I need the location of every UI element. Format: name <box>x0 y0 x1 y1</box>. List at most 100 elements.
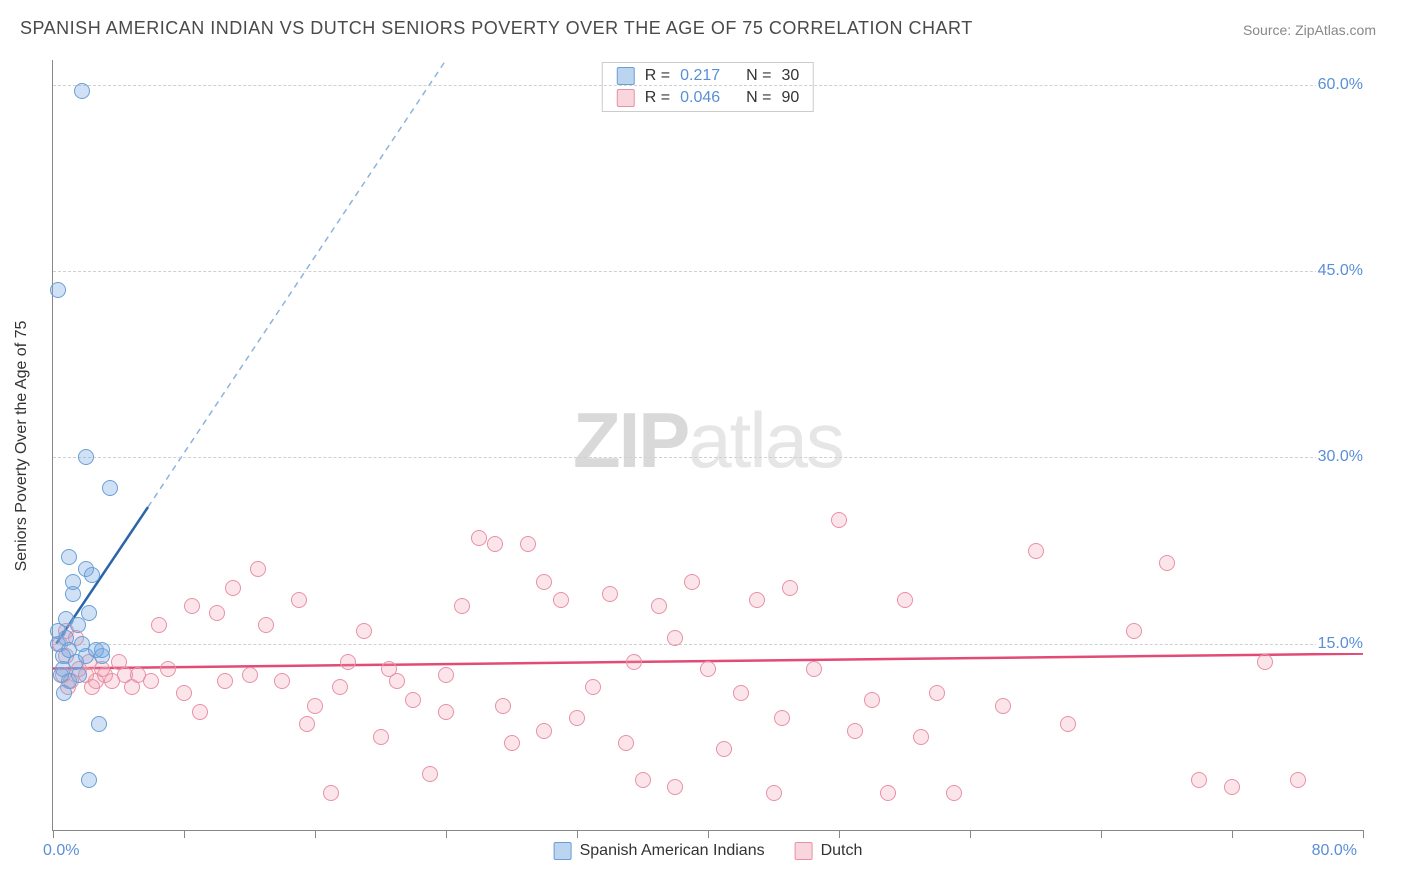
data-point <box>454 598 470 614</box>
data-point <box>242 667 258 683</box>
y-tick-label: 60.0% <box>1316 76 1365 94</box>
data-point <box>847 723 863 739</box>
data-point <box>880 785 896 801</box>
data-point <box>373 729 389 745</box>
data-point <box>53 667 69 683</box>
data-point <box>897 592 913 608</box>
data-point <box>1060 716 1076 732</box>
data-point <box>78 449 94 465</box>
y-tick-label: 30.0% <box>1316 448 1365 466</box>
data-point <box>225 580 241 596</box>
data-point <box>332 679 348 695</box>
data-point <box>602 586 618 602</box>
data-point <box>307 698 323 714</box>
data-point <box>864 692 880 708</box>
data-point <box>684 574 700 590</box>
data-point <box>774 710 790 726</box>
gridline <box>53 271 1363 272</box>
data-point <box>929 685 945 701</box>
data-point <box>536 723 552 739</box>
data-point <box>946 785 962 801</box>
data-point <box>716 741 732 757</box>
x-tick <box>839 830 840 838</box>
data-point <box>258 617 274 633</box>
data-point <box>176 685 192 701</box>
y-tick-label: 45.0% <box>1316 262 1365 280</box>
data-point <box>1028 543 1044 559</box>
data-point <box>356 623 372 639</box>
legend-row-blue: R = 0.217 N = 30 <box>603 65 813 87</box>
legend-row-pink: R = 0.046 N = 90 <box>603 87 813 109</box>
legend-item-blue: Spanish American Indians <box>554 842 765 860</box>
data-point <box>618 735 634 751</box>
r-value-pink: 0.046 <box>680 89 736 107</box>
data-point <box>520 536 536 552</box>
gridline <box>53 644 1363 645</box>
gridline <box>53 457 1363 458</box>
data-point <box>1290 772 1306 788</box>
data-point <box>74 83 90 99</box>
swatch-blue-icon <box>554 842 572 860</box>
r-value-blue: 0.217 <box>680 67 736 85</box>
data-point <box>438 704 454 720</box>
x-tick <box>315 830 316 838</box>
data-point <box>700 661 716 677</box>
data-point <box>184 598 200 614</box>
data-point <box>71 667 87 683</box>
data-point <box>94 642 110 658</box>
gridline <box>53 85 1363 86</box>
data-point <box>91 716 107 732</box>
data-point <box>250 561 266 577</box>
data-point <box>102 480 118 496</box>
x-tick <box>1363 830 1364 838</box>
data-point <box>438 667 454 683</box>
chart-title: SPANISH AMERICAN INDIAN VS DUTCH SENIORS… <box>20 18 973 39</box>
x-tick <box>53 830 54 838</box>
data-point <box>995 698 1011 714</box>
data-point <box>299 716 315 732</box>
y-tick-label: 15.0% <box>1316 635 1365 653</box>
data-point <box>913 729 929 745</box>
chart-container: SPANISH AMERICAN INDIAN VS DUTCH SENIORS… <box>0 0 1406 892</box>
data-point <box>766 785 782 801</box>
data-point <box>217 673 233 689</box>
x-tick <box>1232 830 1233 838</box>
data-point <box>553 592 569 608</box>
data-point <box>536 574 552 590</box>
data-point <box>323 785 339 801</box>
data-point <box>50 282 66 298</box>
x-tick <box>577 830 578 838</box>
data-point <box>65 574 81 590</box>
x-tick <box>970 830 971 838</box>
legend-label-blue: Spanish American Indians <box>580 842 765 860</box>
data-point <box>81 772 97 788</box>
y-axis-title: Seniors Poverty Over the Age of 75 <box>13 321 31 572</box>
data-point <box>61 549 77 565</box>
data-point <box>667 779 683 795</box>
data-point <box>70 617 86 633</box>
plot-area: ZIPatlas R = 0.217 N = 30 R = 0.046 N = … <box>52 60 1363 831</box>
data-point <box>1224 779 1240 795</box>
x-tick <box>184 830 185 838</box>
legend-item-pink: Dutch <box>795 842 863 860</box>
data-point <box>81 605 97 621</box>
data-point <box>1159 555 1175 571</box>
data-point <box>274 673 290 689</box>
data-point <box>733 685 749 701</box>
x-tick <box>708 830 709 838</box>
data-point <box>504 735 520 751</box>
data-point <box>84 567 100 583</box>
data-point <box>56 685 72 701</box>
data-point <box>160 661 176 677</box>
data-point <box>635 772 651 788</box>
swatch-blue <box>617 67 635 85</box>
data-point <box>651 598 667 614</box>
data-point <box>585 679 601 695</box>
data-point <box>389 673 405 689</box>
data-point <box>151 617 167 633</box>
n-value-pink: 90 <box>781 89 799 107</box>
series-legend: Spanish American Indians Dutch <box>554 842 863 860</box>
data-point <box>667 630 683 646</box>
data-point <box>782 580 798 596</box>
data-point <box>143 673 159 689</box>
